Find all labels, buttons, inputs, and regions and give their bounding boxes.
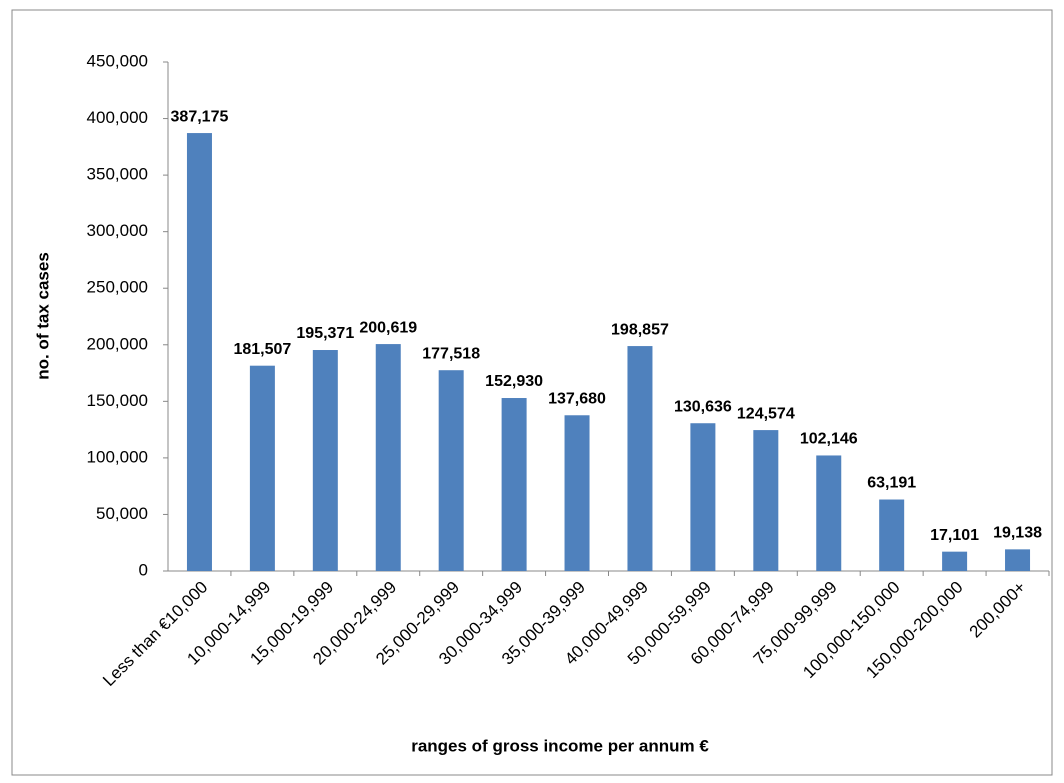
value-label: 137,680 — [548, 390, 606, 407]
y-axis-title: no. of tax cases — [33, 252, 52, 380]
value-label: 130,636 — [674, 398, 732, 415]
y-tick-label: 200,000 — [87, 334, 148, 353]
bar — [375, 344, 401, 571]
bar — [942, 551, 968, 571]
value-label: 387,175 — [171, 108, 229, 125]
bar — [627, 346, 653, 571]
chart-frame — [11, 9, 1053, 776]
value-label: 63,191 — [867, 475, 916, 492]
value-label: 152,930 — [485, 373, 543, 390]
value-label: 177,518 — [422, 345, 480, 362]
y-tick-label: 0 — [139, 560, 148, 579]
value-label: 200,619 — [359, 319, 417, 336]
y-tick-label: 350,000 — [87, 165, 148, 184]
bar — [753, 430, 779, 571]
bar — [249, 365, 275, 571]
bar — [690, 423, 716, 571]
bar — [186, 133, 212, 571]
bar — [816, 455, 842, 571]
y-tick-label: 50,000 — [96, 504, 148, 523]
value-label: 19,138 — [993, 525, 1042, 542]
bar — [501, 398, 527, 571]
y-tick-label: 300,000 — [87, 221, 148, 240]
x-axis-title: ranges of gross income per annum € — [411, 736, 709, 755]
y-tick-label: 400,000 — [87, 108, 148, 127]
y-tick-label: 450,000 — [87, 51, 148, 70]
value-label: 102,146 — [800, 431, 858, 448]
bar — [564, 415, 590, 571]
value-label: 17,101 — [930, 527, 979, 544]
bar — [879, 499, 905, 571]
value-label: 181,507 — [233, 341, 291, 358]
bar — [438, 370, 464, 571]
value-label: 198,857 — [611, 321, 669, 338]
bar — [1005, 549, 1031, 571]
value-label: 124,574 — [737, 405, 795, 422]
value-label: 195,371 — [296, 325, 354, 342]
y-tick-label: 150,000 — [87, 391, 148, 410]
bar — [312, 350, 338, 571]
y-tick-label: 250,000 — [87, 278, 148, 297]
y-tick-label: 100,000 — [87, 447, 148, 466]
